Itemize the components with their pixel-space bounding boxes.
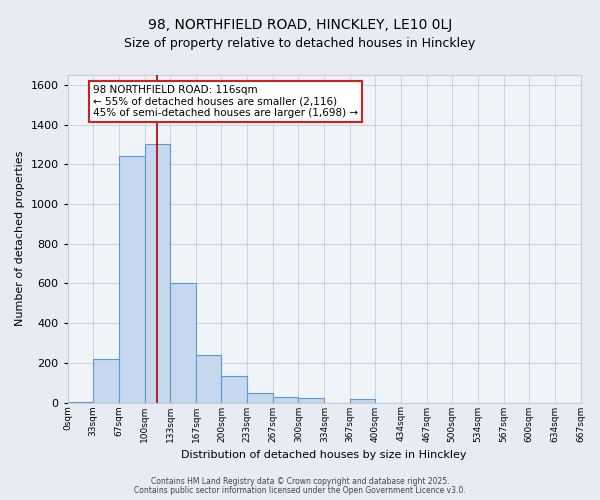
Bar: [273, 397, 298, 402]
Text: 98 NORTHFIELD ROAD: 116sqm
← 55% of detached houses are smaller (2,116)
45% of s: 98 NORTHFIELD ROAD: 116sqm ← 55% of deta…: [93, 85, 358, 118]
Bar: [247, 392, 273, 402]
Bar: [145, 144, 170, 402]
Bar: [196, 355, 221, 403]
Text: Contains HM Land Registry data © Crown copyright and database right 2025.: Contains HM Land Registry data © Crown c…: [151, 477, 449, 486]
Text: Size of property relative to detached houses in Hinckley: Size of property relative to detached ho…: [124, 38, 476, 51]
Text: Contains public sector information licensed under the Open Government Licence v3: Contains public sector information licen…: [134, 486, 466, 495]
Bar: [221, 376, 247, 402]
Bar: [119, 156, 145, 402]
Text: 98, NORTHFIELD ROAD, HINCKLEY, LE10 0LJ: 98, NORTHFIELD ROAD, HINCKLEY, LE10 0LJ: [148, 18, 452, 32]
Y-axis label: Number of detached properties: Number of detached properties: [15, 151, 25, 326]
X-axis label: Distribution of detached houses by size in Hinckley: Distribution of detached houses by size …: [181, 450, 467, 460]
Bar: [170, 284, 196, 403]
Bar: [350, 398, 375, 402]
Bar: [298, 398, 325, 402]
Bar: [93, 359, 119, 403]
